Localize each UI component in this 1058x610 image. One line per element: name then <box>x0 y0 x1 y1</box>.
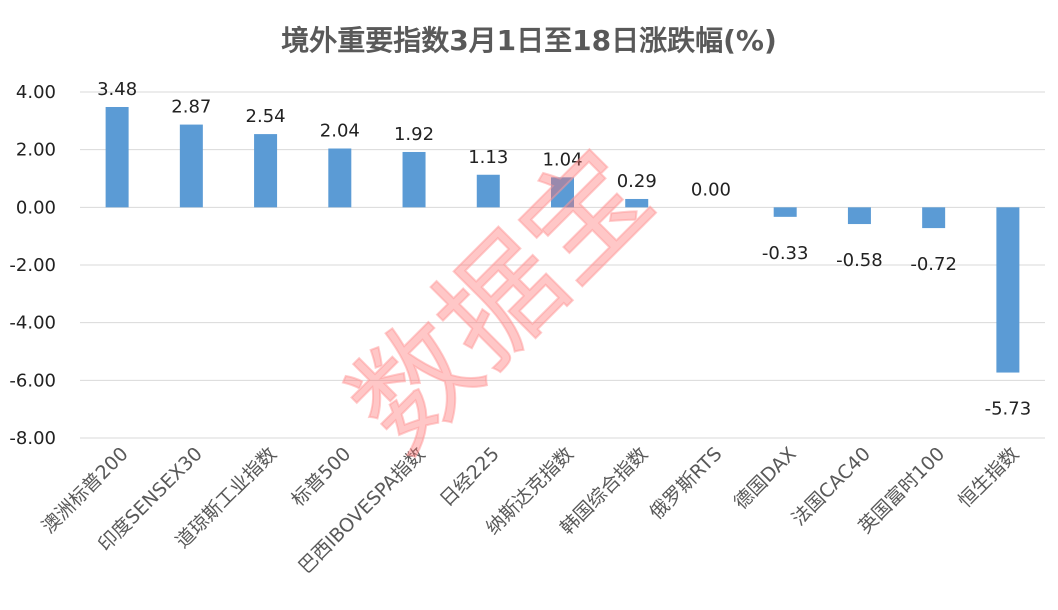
bar <box>328 148 352 208</box>
bar <box>476 174 500 208</box>
data-label: 2.04 <box>320 121 360 142</box>
y-tick-label: -4.00 <box>9 313 56 334</box>
bars <box>105 106 1020 373</box>
data-label: 1.13 <box>468 147 508 168</box>
y-axis-ticks: 4.00 2.00 0.00 -2.00 -4.00 -6.00 -8.00 <box>9 82 56 449</box>
data-label: -5.73 <box>985 399 1032 420</box>
bar <box>625 198 649 208</box>
y-tick-label: -6.00 <box>9 370 56 391</box>
bar <box>847 207 871 225</box>
data-label: 1.04 <box>542 149 582 170</box>
bar <box>402 151 426 208</box>
bar <box>551 177 574 208</box>
data-labels: 3.48 2.87 2.54 2.04 1.92 1.13 1.04 0.29 0.00 -0.3… <box>97 79 1031 420</box>
data-label: -0.72 <box>910 254 957 275</box>
bar <box>179 124 203 208</box>
x-tick-label: 德国DAX <box>730 443 801 514</box>
bar <box>996 207 1020 373</box>
data-label: -0.58 <box>836 250 883 271</box>
data-label: -0.33 <box>762 243 809 264</box>
data-label: 2.54 <box>246 106 286 127</box>
y-tick-label: 2.00 <box>16 140 56 161</box>
data-label: 0.29 <box>617 171 657 192</box>
data-label: 3.48 <box>97 79 137 100</box>
y-tick-label: -8.00 <box>9 428 56 449</box>
data-label: 0.00 <box>691 179 731 200</box>
bar <box>773 207 797 217</box>
x-tick-label: 恒生指数 <box>954 443 1023 512</box>
x-tick-label: 俄罗斯RTS <box>646 443 727 524</box>
bar <box>254 134 278 208</box>
chart-title: 境外重要指数3月1日至18日涨跌幅(%) <box>281 24 777 57</box>
x-tick-label: 标普500 <box>287 443 355 511</box>
bar <box>105 106 129 208</box>
data-label: 1.92 <box>394 124 434 145</box>
y-tick-label: 0.00 <box>16 197 56 218</box>
bar <box>922 207 946 229</box>
y-tick-label: -2.00 <box>9 255 56 276</box>
data-label: 2.87 <box>171 97 211 118</box>
watermark-text: 数据宝 <box>325 125 678 478</box>
y-tick-label: 4.00 <box>16 82 56 103</box>
